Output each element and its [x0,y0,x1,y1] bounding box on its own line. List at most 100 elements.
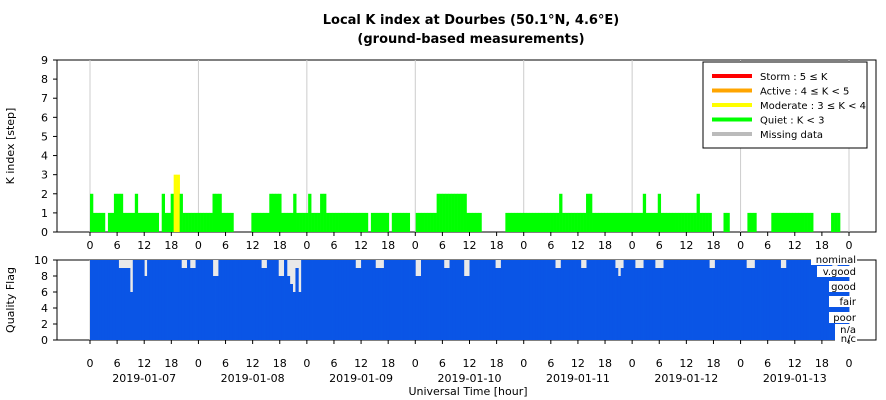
k-index-bar [170,193,174,232]
legend-label: Missing data [760,130,823,141]
quality-bar [734,260,739,340]
quality-bar [206,260,211,340]
k-index-bar [266,212,270,232]
k-index-bar [329,212,333,232]
q-y-tick-label: 6 [41,286,48,299]
k-index-bar [119,193,124,232]
k-x-tick-label: 18 [490,239,504,252]
quality-bar [432,260,436,340]
k-index-bar [364,212,369,232]
k-index-bar [574,212,578,232]
quality-bar [563,260,567,340]
quality-bar [603,260,607,340]
k-index-bar [146,212,151,232]
quality-bar [363,260,368,340]
quality-level-label: poor [833,313,857,324]
k-index-bar [526,212,530,232]
k-index-bar [299,212,303,232]
k-y-tick-label: 7 [41,92,48,105]
k-index-bar [696,193,700,232]
k-x-tick-label: 6 [222,239,229,252]
k-index-bar [137,212,142,232]
quality-bar [295,268,299,340]
k-index-bar [538,212,542,232]
k-index-bar [460,193,464,232]
chart-title: Local K index at Dourbes (50.1°N, 4.6°E) [323,13,620,28]
quality-bar [583,268,587,340]
quality-bar [201,260,205,340]
q-x-tick-label: 6 [547,357,554,370]
k-index-bar [472,212,476,232]
q-x-tick-label: 6 [656,357,663,370]
k-index-bar [505,212,509,232]
k-x-tick-label: 6 [656,239,663,252]
k-x-tick-label: 6 [439,239,446,252]
quality-bar [609,260,613,340]
q-x-tick-label: 0 [412,357,419,370]
quality-bar [338,260,342,340]
k-index-bar [642,193,647,232]
k-index-bar [326,212,330,232]
quality-bar [181,268,185,340]
k-x-tick-label: 12 [679,239,693,252]
quality-bar [438,260,442,340]
k-index-bar [107,212,112,232]
quality-bar [800,260,804,340]
quality-bar [389,260,393,340]
date-label: 2019-01-08 [221,372,285,385]
quality-bar [518,260,522,340]
k-index-bar [209,212,213,232]
k-x-tick-label: 12 [571,239,585,252]
quality-bar [266,260,271,340]
k-index-bar [439,193,443,232]
k-index-bar [224,212,228,232]
quality-bar [158,260,162,340]
quality-bar [771,260,776,340]
k-index-bar [305,212,309,232]
k-index-bar [373,212,378,232]
quality-bar [586,260,590,340]
quality-bar [372,260,376,340]
k-y-ticks: 0 1 2 3 4 5 6 7 8 9 [41,54,57,239]
k-index-bar [547,212,551,232]
quality-level-label: n/c [841,334,856,345]
quality-bar [95,260,99,340]
q-x-tick-label: 12 [788,357,802,370]
k-index-bar [92,212,97,232]
k-index-bar [565,212,569,232]
quality-bar [426,260,430,340]
k-index-bar [693,212,697,232]
q-x-tick-label: 0 [629,357,636,370]
quality-bar [706,260,710,340]
k-index-bar [562,212,566,232]
quality-bar [209,260,214,340]
quality-bar [121,268,125,340]
k-index-bar [771,212,775,232]
k-index-bar [200,212,204,232]
k-index-bar [263,212,267,232]
quality-bar [235,260,239,340]
quality-bar [646,260,650,340]
k-index-bar [603,212,608,232]
k-index-bar [508,212,512,232]
k-index-bar [792,212,796,232]
quality-bar [326,260,331,340]
quality-bar [301,260,305,340]
k-index-bar [654,212,659,232]
k-index-bar [221,212,225,232]
q-x-tick-label: 0 [520,357,527,370]
quality-bar [506,260,510,340]
quality-bar [272,260,276,340]
k-index-bar [657,193,662,232]
k-index-bar [269,193,273,232]
k-y-tick-label: 8 [41,73,48,86]
quality-bar [298,292,302,340]
q-x-tick-label: 18 [598,357,612,370]
quality-bar [415,276,419,340]
quality-bar [769,260,773,340]
quality-bar [455,260,459,340]
chart-subtitle: (ground-based measurements) [357,32,584,47]
quality-bar [358,268,362,340]
k-index-bar [597,212,602,232]
k-index-bar [173,174,177,232]
